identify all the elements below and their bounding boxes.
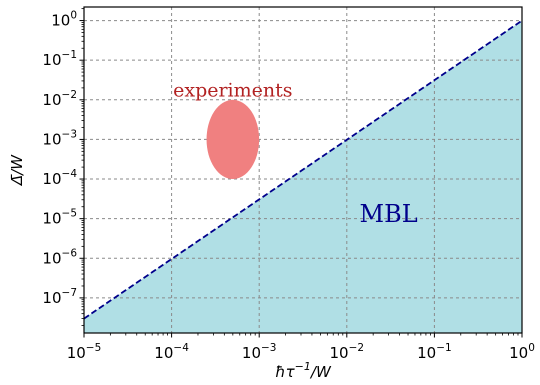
y-tick-label: 100 xyxy=(51,10,77,30)
x-axis-title: ħτ−1/W xyxy=(275,360,332,380)
y-axis-title: Δ̄/W xyxy=(8,154,26,186)
mbl-region xyxy=(84,21,522,333)
experiments-ellipse xyxy=(207,100,260,179)
y-tick-label: 10−1 xyxy=(42,49,77,69)
experiments-label: experiments xyxy=(173,80,292,102)
x-tick-label: 100 xyxy=(509,342,535,362)
y-tick-label: 10−6 xyxy=(42,247,77,267)
x-tick-label: 10−2 xyxy=(330,342,365,362)
y-tick-label: 10−7 xyxy=(42,287,77,307)
x-tick-label: 10−1 xyxy=(417,342,452,362)
x-tick-label: 10−4 xyxy=(154,342,189,362)
y-tick-label: 10−2 xyxy=(42,89,77,109)
x-tick-label: 10−3 xyxy=(242,342,277,362)
y-tick-label: 10−4 xyxy=(42,168,77,188)
mbl-label: MBL xyxy=(360,200,418,228)
y-tick-label: 10−5 xyxy=(42,208,77,228)
y-tick-label: 10−3 xyxy=(42,128,77,148)
x-tick-label: 10−5 xyxy=(67,342,102,362)
